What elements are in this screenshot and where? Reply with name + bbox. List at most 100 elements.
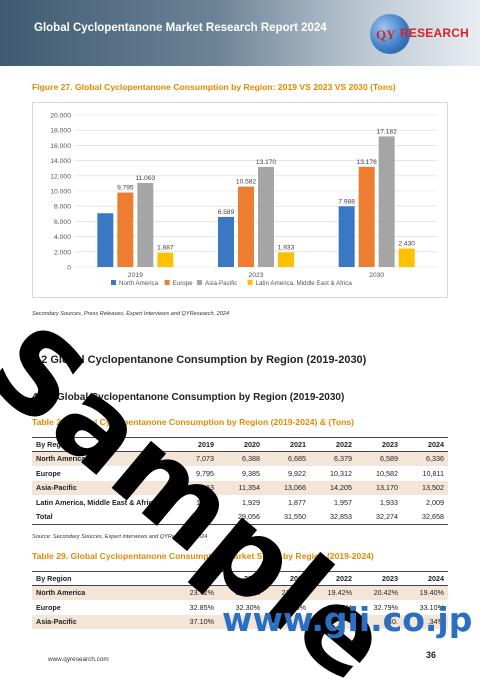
page-number: 36	[426, 650, 437, 660]
figure-caption: Figure 27. Global Cyclopentanone Consump…	[32, 82, 396, 92]
table-cell: 10,312	[310, 466, 356, 481]
bar	[157, 252, 174, 267]
table-cell: 1,957	[310, 495, 356, 510]
table-cell: 31.45%	[264, 600, 310, 615]
table-cell: 21.19%	[264, 585, 310, 601]
figure-source: Secondary Sources, Press Releases, Exper…	[32, 311, 230, 317]
report-title: Global Cyclopentanone Market Research Re…	[34, 22, 327, 34]
y-tick-label: 4.000	[54, 234, 71, 241]
column-header-year: 2023	[356, 437, 402, 452]
table-header-row: By Region 2019 2020 2021 2022 2023 2024	[32, 571, 448, 586]
legend-label: Asia-Pacific	[205, 280, 237, 287]
bar	[97, 213, 114, 267]
row-label: North America	[32, 451, 172, 467]
section-heading-4-2-1: 4.2.1 Global Cyclopentanone Consumption …	[32, 392, 345, 403]
section-heading-4-2: 4.2 Global Cyclopentanone Consumption by…	[32, 354, 367, 366]
legend-swatch	[196, 280, 202, 285]
y-tick-label: 18.000	[50, 128, 71, 135]
legend-swatch	[247, 280, 253, 285]
legend-label: Latin America, Middle East & Africa	[256, 280, 353, 287]
legend-swatch	[164, 280, 170, 285]
column-header-year: 2020	[218, 437, 264, 452]
column-header-year: 2021	[264, 437, 310, 452]
data-label: 13.176	[357, 159, 378, 166]
data-label: 13.170	[256, 159, 277, 166]
column-header-year: 2024	[402, 571, 448, 586]
legend-swatch	[111, 280, 116, 285]
data-label: 1.887	[157, 245, 174, 252]
y-tick-label: 12.000	[50, 173, 71, 180]
table-cell: 29,056	[218, 509, 264, 525]
bar	[338, 206, 355, 267]
table-row: Asia-Pacific 11,063 11,354 13,066 14,205 13,1…	[32, 480, 448, 496]
footer-url: www.qyresearch.com	[48, 656, 109, 663]
table-cell: 2,009	[402, 495, 448, 510]
table-cell: 14,205	[310, 480, 356, 496]
table-cell: 32,274	[356, 509, 402, 525]
row-label: Asia-Pacific	[32, 614, 172, 630]
data-label: 9.795	[117, 185, 134, 192]
bar	[117, 192, 134, 267]
row-label: Europe	[32, 600, 172, 615]
legend-label: North America	[119, 280, 159, 287]
page-header: Global Cyclopentanone Market Research Re…	[0, 0, 480, 66]
data-label: 17.182	[377, 128, 398, 135]
table-cell: 11,063	[172, 480, 218, 496]
table-cell: 13,502	[402, 480, 448, 496]
table-cell: 21.99%	[218, 585, 264, 601]
table-cell: 33.10%	[402, 600, 448, 615]
bar	[278, 252, 294, 267]
consumption-chart: 0 2.000 4.000 6.000 8.000 10.000 12.000 14.000 1…	[32, 102, 448, 298]
column-header-year: 2021	[264, 571, 310, 586]
table-row: Asia-Pacific 37.10% 40. .34%	[32, 614, 448, 630]
table-cell: 40.	[356, 614, 402, 630]
table-row: Europe 9,795 9,385 9,922 10,312 10,582 10,811	[32, 466, 448, 481]
column-header-year: 2022	[310, 437, 356, 452]
table-header-row: By Region 2019 2020 2021 2022 2023 2024	[32, 437, 448, 452]
table28: By Region 2019 2020 2021 2022 2023 2024 North A…	[32, 437, 448, 525]
table-cell: 10,811	[402, 466, 448, 481]
table-cell: 23.72%	[172, 585, 218, 601]
x-tick-label: 2019	[128, 272, 143, 279]
y-tick-label: 8.000	[54, 204, 71, 211]
table-cell: 37.10%	[172, 614, 218, 630]
table-cell: 6,336	[402, 451, 448, 467]
column-header-year: 2022	[310, 571, 356, 586]
table-cell: .34%	[402, 614, 448, 630]
bar	[398, 248, 415, 267]
column-header-year: 2019	[172, 437, 218, 452]
row-label: Asia-Pacific	[32, 480, 172, 496]
table-cell: 6,589	[356, 451, 402, 467]
table-row: Total 29,818 29,056 31,550 32,853 32,274 32,65…	[32, 509, 448, 525]
bar	[238, 186, 254, 267]
table-cell: 32.85%	[172, 600, 218, 615]
globe-icon: QY	[370, 14, 410, 54]
x-tick-label: 2030	[369, 272, 384, 279]
table-cell: 1,933	[356, 495, 402, 510]
data-label: 7.988	[338, 198, 355, 205]
table-row: Europe 32.85% 32.30% 31.45% 31.39% 32.79% 33.1…	[32, 600, 448, 615]
table-cell: 7,073	[172, 451, 218, 467]
data-label: 11.063	[135, 175, 155, 182]
data-label: 2.430	[398, 241, 415, 248]
table-cell: 6,379	[310, 451, 356, 467]
table-cell: 32,658	[402, 509, 448, 525]
row-label: Europe	[32, 466, 172, 481]
table28-caption: Table 28. Global Cyclopentanone Consumpt…	[32, 417, 354, 427]
column-header-region: By Region	[32, 571, 172, 586]
table-cell: 13,170	[356, 480, 402, 496]
bar	[378, 136, 395, 267]
row-label: North America	[32, 585, 172, 601]
table-cell: 31,550	[264, 509, 310, 525]
y-tick-label: 10.000	[50, 189, 71, 196]
y-tick-label: 14.000	[50, 158, 71, 165]
table-cell	[310, 614, 356, 630]
table-row: North America 7,073 6,388 6,685 6,379 6,589 6,…	[32, 451, 448, 467]
table-cell: 32.30%	[218, 600, 264, 615]
bar	[358, 166, 375, 267]
table-cell: 6,685	[264, 451, 310, 467]
column-header-region: By Region	[32, 437, 172, 452]
x-tick-label: 2023	[248, 272, 263, 279]
bar	[258, 166, 274, 267]
table-cell: 32,853	[310, 509, 356, 525]
